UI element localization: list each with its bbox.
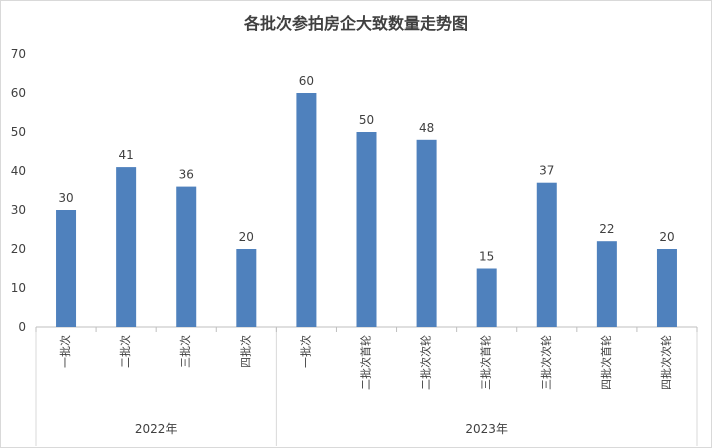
- bar: [356, 132, 377, 327]
- category-label: 四批次首轮: [599, 335, 613, 390]
- category-label: 二批次: [118, 335, 132, 368]
- y-tick-label: 70: [11, 47, 26, 61]
- category-label: 二批次次轮: [419, 335, 433, 390]
- y-tick-label: 20: [11, 242, 26, 256]
- bar: [236, 249, 257, 327]
- category-label: 一批次: [298, 335, 312, 368]
- data-label: 36: [179, 168, 194, 182]
- category-label: 三批次次轮: [539, 335, 553, 390]
- y-tick-label: 0: [18, 320, 26, 334]
- bar: [116, 167, 137, 327]
- y-tick-label: 60: [11, 86, 26, 100]
- y-tick-label: 30: [11, 203, 26, 217]
- category-label: 一批次: [58, 335, 72, 368]
- data-label: 60: [299, 74, 314, 88]
- data-label: 37: [539, 164, 554, 178]
- y-tick-label: 10: [11, 281, 26, 295]
- bar: [596, 241, 617, 327]
- chart-title: 各批次参拍房企大致数量走势图: [243, 14, 468, 33]
- category-label: 四批次: [238, 335, 252, 368]
- y-tick-label: 40: [11, 164, 26, 178]
- data-label: 20: [659, 230, 674, 244]
- category-label: 三批次: [178, 335, 192, 368]
- bar: [536, 182, 557, 327]
- bar: [476, 268, 497, 327]
- bar: [416, 139, 437, 327]
- bar: [56, 210, 77, 327]
- category-label: 三批次首轮: [479, 335, 493, 390]
- category-label: 四批次次轮: [659, 335, 673, 390]
- data-label: 22: [599, 222, 614, 236]
- bar: [656, 249, 677, 327]
- data-label: 30: [58, 191, 73, 205]
- data-label: 15: [479, 250, 494, 264]
- group-label: 2023年: [465, 422, 508, 436]
- y-tick-label: 50: [11, 125, 26, 139]
- bar: [176, 186, 197, 327]
- bar: [296, 93, 317, 327]
- data-label: 50: [359, 113, 374, 127]
- data-label: 20: [239, 230, 254, 244]
- data-label: 41: [118, 148, 133, 162]
- data-label: 48: [419, 121, 434, 135]
- group-label: 2022年: [135, 422, 178, 436]
- category-label: 二批次首轮: [359, 335, 373, 390]
